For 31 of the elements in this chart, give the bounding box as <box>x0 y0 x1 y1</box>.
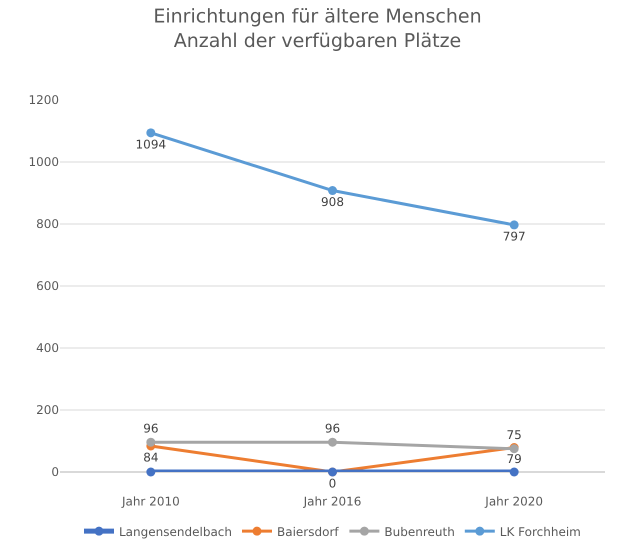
data-label: 797 <box>502 230 526 244</box>
y-tick-label: 800 <box>36 217 59 232</box>
data-label: 96 <box>324 422 340 436</box>
data-label: 1094 <box>136 137 166 152</box>
legend-label: Bubenreuth <box>384 524 455 539</box>
legend-label: LK Forchheim <box>500 524 581 539</box>
x-tick-label: Jahr 2020 <box>484 494 544 508</box>
x-tick-label: Jahr 2016 <box>302 494 362 508</box>
chart-title: Einrichtungen für ältere Menschen Anzahl der verfügbaren Plätze <box>153 5 482 52</box>
y-tick-label: 200 <box>36 403 59 418</box>
legend-label: Langensendelbach <box>119 524 232 539</box>
data-label: 79 <box>506 452 522 466</box>
point <box>510 220 519 230</box>
x-tick-label: Jahr 2010 <box>120 494 180 508</box>
data-label: 96 <box>143 422 158 436</box>
point <box>146 128 156 138</box>
y-tick-label: 1000 <box>28 155 59 170</box>
point <box>328 438 337 447</box>
point <box>146 438 156 447</box>
legend-label: Baiersdorf <box>277 524 340 539</box>
y-tick-label: 0 <box>51 465 59 480</box>
point <box>328 186 337 196</box>
point <box>146 468 156 476</box>
point <box>510 468 519 476</box>
data-label: 908 <box>321 195 344 210</box>
y-tick-label: 1200 <box>28 93 59 108</box>
data-label: 84 <box>143 450 158 465</box>
data-label: 75 <box>506 428 522 442</box>
data-label: 0 <box>328 476 336 491</box>
y-tick-label: 600 <box>36 279 59 294</box>
y-tick-label: 400 <box>36 341 59 356</box>
